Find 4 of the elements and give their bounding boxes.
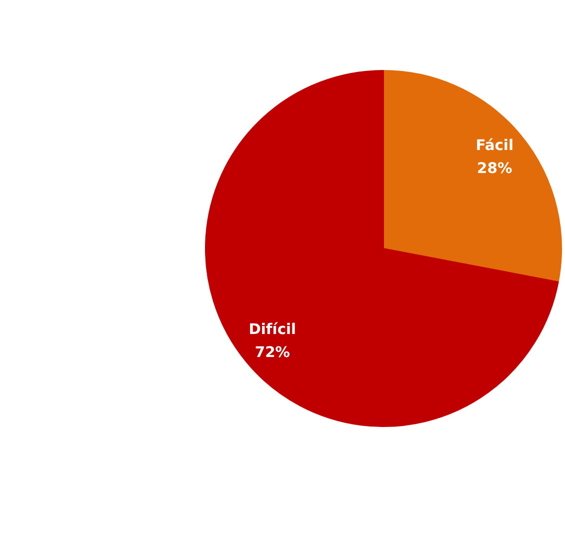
data-label: 28%: [477, 160, 512, 178]
data-label: 72%: [254, 344, 290, 361]
slice-label: Difícil: [248, 320, 296, 338]
slice-label: Fácil: [476, 137, 514, 154]
